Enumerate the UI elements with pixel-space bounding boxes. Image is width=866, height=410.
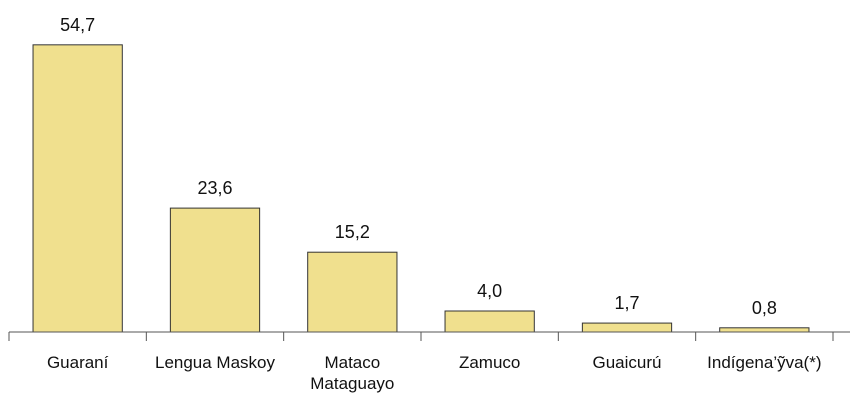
value-label: 54,7 bbox=[60, 15, 95, 35]
bar bbox=[581, 322, 673, 333]
x-tick-label: Lengua Maskoy bbox=[154, 353, 276, 372]
value-label: 4,0 bbox=[477, 281, 502, 301]
bar bbox=[444, 310, 535, 333]
x-tick-label: Indígena’ỹva(*) bbox=[707, 353, 822, 372]
bar bbox=[32, 44, 123, 333]
x-tick-label: Guaicurú bbox=[592, 353, 662, 372]
x-tick-label: Zamuco bbox=[458, 353, 521, 372]
x-tick-label: Guaraní bbox=[46, 353, 109, 372]
bar bbox=[169, 207, 261, 333]
value-label: 0,8 bbox=[752, 298, 777, 318]
value-label: 1,7 bbox=[614, 293, 639, 313]
bar bbox=[719, 327, 810, 333]
x-tick-label: Mataco Mataguayo bbox=[310, 353, 395, 393]
value-label: 15,2 bbox=[335, 222, 370, 242]
bar bbox=[307, 251, 398, 333]
value-label: 23,6 bbox=[197, 178, 232, 198]
